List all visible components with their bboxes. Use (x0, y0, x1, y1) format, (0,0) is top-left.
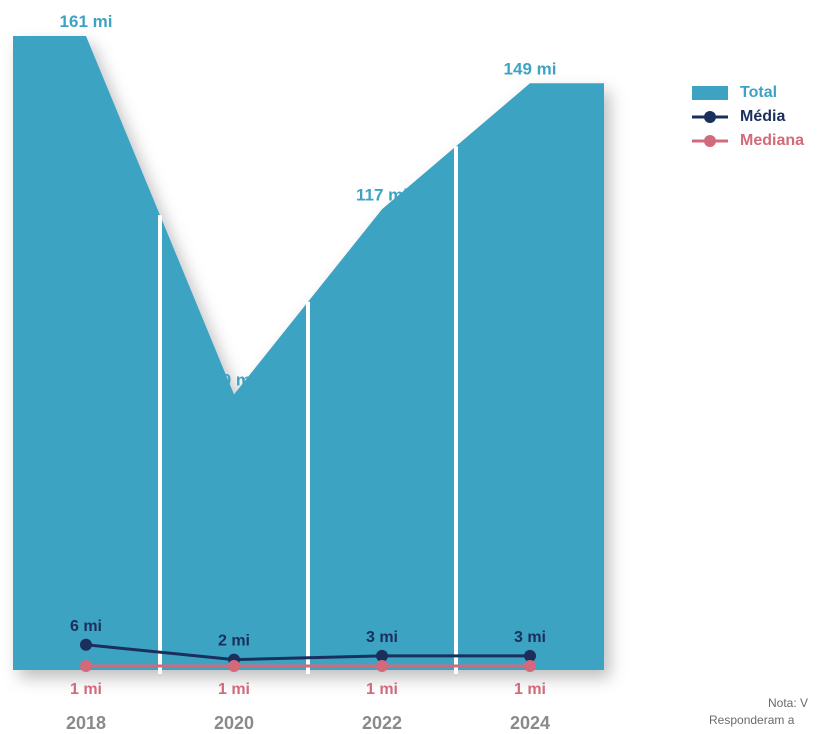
legend-total-swatch (692, 86, 728, 100)
mediana-points (80, 660, 536, 672)
mediana-data-label: 1 mi (218, 681, 250, 698)
legend-media-swatch (692, 111, 728, 123)
media-labels: 6 mi 2 mi 3 mi 3 mi (70, 618, 546, 650)
legend-mediana-swatch (692, 135, 728, 147)
legend-total-label: Total (740, 84, 778, 101)
x-tick-label: 2020 (214, 713, 254, 733)
total-data-label: 161 mi (60, 12, 113, 31)
media-data-label: 3 mi (366, 629, 398, 646)
total-labels: 161 mi 70 mi 117 mi 149 mi (60, 12, 557, 389)
mediana-point (376, 660, 388, 672)
legend-item-media: Média (692, 105, 804, 129)
mediana-point (80, 660, 92, 672)
legend-media-label: Média (740, 108, 786, 125)
media-point (80, 638, 92, 651)
legend-item-total: Total (692, 81, 804, 105)
x-tick-label: 2018 (66, 713, 106, 733)
total-data-label: 70 mi (212, 370, 255, 389)
x-tick-label: 2022 (362, 713, 402, 733)
media-point (524, 649, 536, 662)
note-line-1: Nota: V (768, 696, 809, 710)
mediana-point (524, 660, 536, 672)
legend: Total Média Mediana (692, 81, 804, 153)
legend-item-mediana: Mediana (692, 129, 804, 153)
x-axis-tick-labels: 2018 2020 2022 2024 (66, 713, 550, 733)
mediana-data-label: 1 mi (70, 681, 102, 698)
media-data-label: 6 mi (70, 618, 102, 635)
media-line (85, 643, 530, 662)
media-data-label: 2 mi (218, 633, 250, 650)
total-data-label: 117 mi (356, 185, 408, 204)
media-data-label: 3 mi (514, 629, 546, 646)
legend-mediana-label: Mediana (740, 132, 805, 149)
area-separators (158, 146, 458, 674)
mediana-point (228, 660, 240, 672)
total-data-label: 149 mi (504, 59, 557, 78)
mediana-data-label: 1 mi (366, 681, 398, 698)
mediana-data-label: 1 mi (514, 681, 546, 698)
media-point (376, 649, 388, 662)
note-line-2: Responderam a (709, 713, 795, 727)
x-tick-label: 2024 (510, 713, 550, 733)
mediana-labels: 1 mi 1 mi 1 mi 1 mi (70, 681, 546, 698)
